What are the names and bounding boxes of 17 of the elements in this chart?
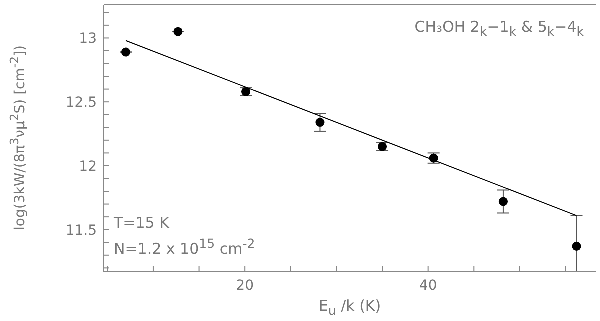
annotation: T=15 K xyxy=(114,214,170,232)
annotation: CH₃OH 2$_{k}$−1$_{k}$ & 5$_{k}$−4$_{k}$ xyxy=(414,18,584,39)
y-tick-label: 12.5 xyxy=(66,95,97,112)
x-axis-title: E$_{u}$ /k (K) xyxy=(318,297,382,318)
annotation: N=1.2 x 10$^{15}$ cm$^{-2}$ xyxy=(114,236,256,258)
point xyxy=(241,87,251,96)
point xyxy=(572,242,582,251)
x-tick-label: 40 xyxy=(419,278,438,294)
y-tick-label: 11.5 xyxy=(66,222,97,239)
point xyxy=(316,118,325,128)
y-tick-label: 12 xyxy=(79,158,97,175)
y-tick-label: 13 xyxy=(79,31,97,48)
point xyxy=(498,197,508,206)
point xyxy=(174,27,183,36)
point xyxy=(121,48,131,57)
point xyxy=(378,142,388,152)
x-tick-label: 20 xyxy=(236,278,254,294)
